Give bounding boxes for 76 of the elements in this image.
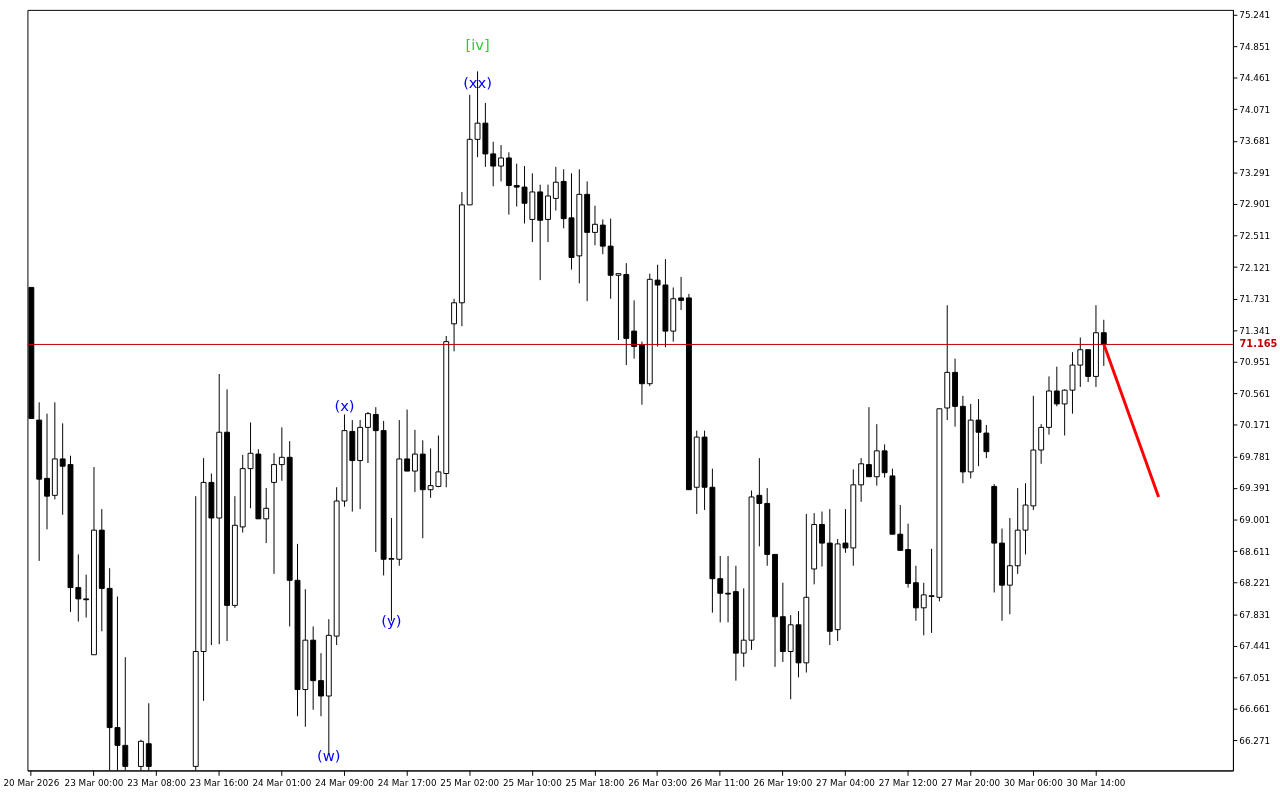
x-tick-label: 23 Mar 00:00 [64, 777, 124, 788]
x-tick-label: 25 Mar 10:00 [502, 777, 563, 788]
candlestick [318, 652, 324, 717]
y-tick-label: 66.661 [1239, 704, 1271, 715]
y-tick-label: 67.831 [1239, 609, 1271, 620]
candlestick [545, 184, 551, 243]
y-tick-label: 71.731 [1239, 294, 1271, 305]
candlestick [725, 555, 731, 623]
y-tick-label: 67.051 [1239, 672, 1271, 683]
candlestick [365, 411, 371, 464]
y-tick-label: 73.291 [1239, 167, 1271, 178]
candlestick [498, 144, 504, 182]
candlestick [1006, 517, 1013, 615]
y-tick-label: 72.511 [1239, 230, 1271, 241]
candlestick [717, 555, 724, 623]
y-tick-label: 74.071 [1239, 104, 1271, 115]
candlestick [881, 443, 888, 479]
x-tick-label: 26 Mar 11:00 [690, 777, 751, 788]
y-tick-label: 74.461 [1239, 73, 1271, 84]
candlestick [552, 166, 559, 212]
candlestick [490, 141, 497, 187]
x-tick-label: 25 Mar 18:00 [565, 777, 625, 788]
x-tick-label: 26 Mar 03:00 [628, 777, 688, 788]
x-tick-label: 25 Mar 02:00 [440, 777, 500, 788]
candlestick [1053, 366, 1060, 407]
x-tick-label: 23 Mar 16:00 [189, 777, 250, 788]
x-tick-label: 30 Mar 06:00 [1003, 777, 1064, 788]
x-tick-label: 24 Mar 09:00 [315, 777, 375, 788]
candlestick [678, 276, 685, 311]
x-tick-label: 24 Mar 01:00 [252, 777, 312, 788]
annotation: [iv] [465, 36, 490, 54]
candlestick [1100, 319, 1107, 367]
annotation: (y) [381, 612, 402, 630]
y-tick-label: 69.781 [1239, 451, 1271, 462]
candlestick [819, 511, 825, 568]
candlestick [404, 409, 411, 472]
x-tick-label: 24 Mar 17:00 [377, 777, 437, 788]
y-tick-label: 73.681 [1239, 136, 1271, 147]
y-tick-label: 66.271 [1239, 735, 1271, 746]
candlestick [263, 487, 270, 544]
y-tick-label: 68.611 [1239, 546, 1271, 557]
candlestick [858, 457, 865, 503]
candlestick [866, 406, 872, 478]
y-tick-label: 67.441 [1239, 641, 1271, 652]
candlestick [631, 299, 638, 360]
candlestick [278, 426, 285, 482]
x-tick-label: 30 Mar 14:00 [1066, 777, 1126, 788]
candlestick [1038, 423, 1045, 465]
x-tick-label: 27 Mar 04:00 [816, 777, 876, 788]
ref-line-label: 71.165 [1239, 338, 1278, 350]
x-tick-label: 27 Mar 12:00 [878, 777, 938, 788]
y-tick-label: 71.341 [1239, 325, 1271, 336]
candlestick [372, 406, 379, 553]
y-tick-label: 72.121 [1239, 262, 1271, 273]
y-tick-label: 69.391 [1239, 483, 1271, 494]
y-tick-label: 70.171 [1239, 420, 1271, 431]
y-tick-label: 72.901 [1239, 199, 1271, 210]
y-tick-label: 69.001 [1239, 514, 1271, 525]
x-tick-label: 26 Mar 19:00 [753, 777, 813, 788]
y-tick-label: 75.241 [1239, 10, 1271, 21]
annotation: (x) [334, 397, 355, 415]
x-tick-label: 23 Mar 08:00 [127, 777, 187, 788]
y-tick-label: 70.951 [1239, 357, 1271, 368]
candlestick [592, 205, 598, 246]
candlestick [411, 429, 418, 493]
x-tick-label: 27 Mar 20:00 [941, 777, 1001, 788]
annotation: (w) [317, 746, 341, 764]
candlestick [599, 218, 606, 255]
candlestick [271, 452, 277, 575]
candlestick [44, 413, 50, 530]
candlestick [451, 298, 458, 352]
y-tick-label: 74.851 [1239, 41, 1271, 52]
x-tick-label: 20 Mar 2026 [3, 777, 60, 788]
candlestick [83, 574, 90, 619]
y-tick-label: 70.561 [1239, 388, 1271, 399]
y-tick-label: 68.221 [1239, 578, 1271, 589]
